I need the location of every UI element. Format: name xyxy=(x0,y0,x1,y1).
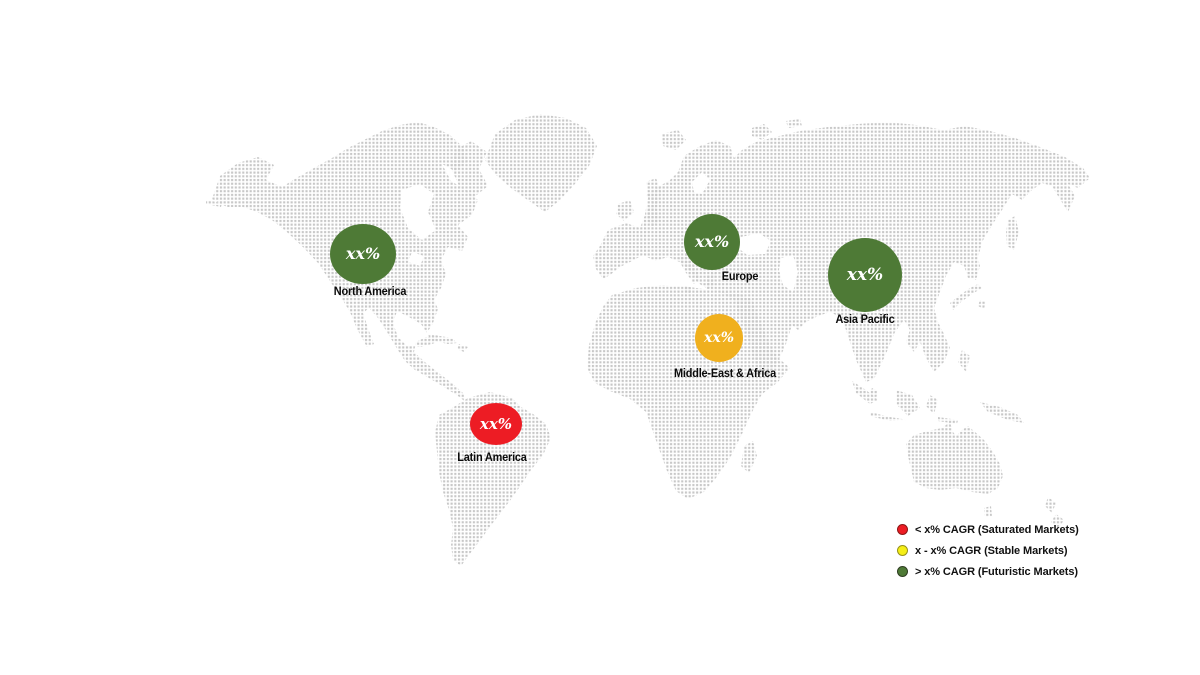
bubble-north-america-value: xx% xyxy=(345,244,381,263)
legend-label-saturated: < x% CAGR (Saturated Markets) xyxy=(915,523,1079,536)
label-latin-america: Latin America xyxy=(457,452,527,464)
label-asia-pacific: Asia Pacific xyxy=(835,314,895,326)
island-new-zealand-north xyxy=(1045,497,1056,513)
island-java xyxy=(870,412,908,421)
peninsula-greece xyxy=(706,272,716,290)
legend: < x% CAGR (Saturated Markets) x - x% CAG… xyxy=(897,522,1079,579)
legend-swatch-futuristic-icon xyxy=(897,566,908,577)
island-svalbard xyxy=(786,119,802,128)
island-philippines xyxy=(958,350,970,372)
label-north-america: North America xyxy=(333,286,407,298)
bubble-latin-america-value: xx% xyxy=(479,414,513,433)
bubble-asia-pacific: xx% xyxy=(828,238,902,312)
bubble-latin-america: xx% xyxy=(470,403,522,445)
island-iceland xyxy=(662,130,686,150)
peninsula-italy xyxy=(678,254,700,284)
continent-australia xyxy=(906,422,1003,494)
legend-swatch-saturated-icon xyxy=(897,524,908,535)
bubble-north-america: xx% xyxy=(330,224,396,284)
legend-swatch-stable-icon xyxy=(897,545,908,556)
island-borneo xyxy=(896,390,920,416)
legend-label-stable: x - x% CAGR (Stable Markets) xyxy=(915,544,1068,557)
island-sumatra xyxy=(852,381,878,404)
bubble-middle-east-africa-value: xx% xyxy=(704,330,734,346)
continent-south-america xyxy=(435,392,551,566)
legend-item-futuristic: > x% CAGR (Futuristic Markets) xyxy=(897,564,1079,579)
island-japan xyxy=(950,284,982,310)
bubble-europe-value: xx% xyxy=(694,232,730,251)
island-taiwan xyxy=(978,300,986,309)
bubble-middle-east-africa: xx% xyxy=(695,314,743,362)
legend-label-futuristic: > x% CAGR (Futuristic Markets) xyxy=(915,565,1078,578)
legend-item-saturated: < x% CAGR (Saturated Markets) xyxy=(897,522,1079,537)
label-europe: Europe xyxy=(721,271,759,283)
island-sulawesi xyxy=(926,395,938,414)
island-uk xyxy=(645,178,661,228)
legend-item-stable: x - x% CAGR (Stable Markets) xyxy=(897,543,1079,558)
island-sakhalin xyxy=(1006,216,1019,250)
label-middle-east-africa: Middle-East & Africa xyxy=(673,368,777,380)
island-aleutian xyxy=(206,200,222,207)
island-new-guinea xyxy=(980,402,1024,423)
island-hispaniola xyxy=(457,344,468,352)
island-new-zealand-south xyxy=(1051,514,1064,529)
bubble-asia-pacific-value: xx% xyxy=(846,264,884,285)
island-ireland xyxy=(616,200,634,221)
bubble-europe: xx% xyxy=(684,214,740,270)
island-sri-lanka xyxy=(869,388,878,399)
island-novaya-zemlya xyxy=(752,124,772,140)
island-greenland xyxy=(485,114,597,212)
island-tasmania xyxy=(984,506,992,517)
island-lesser-sunda xyxy=(938,417,958,424)
island-madagascar xyxy=(741,441,757,473)
island-cuba xyxy=(428,334,457,344)
island-baffin xyxy=(451,141,488,198)
